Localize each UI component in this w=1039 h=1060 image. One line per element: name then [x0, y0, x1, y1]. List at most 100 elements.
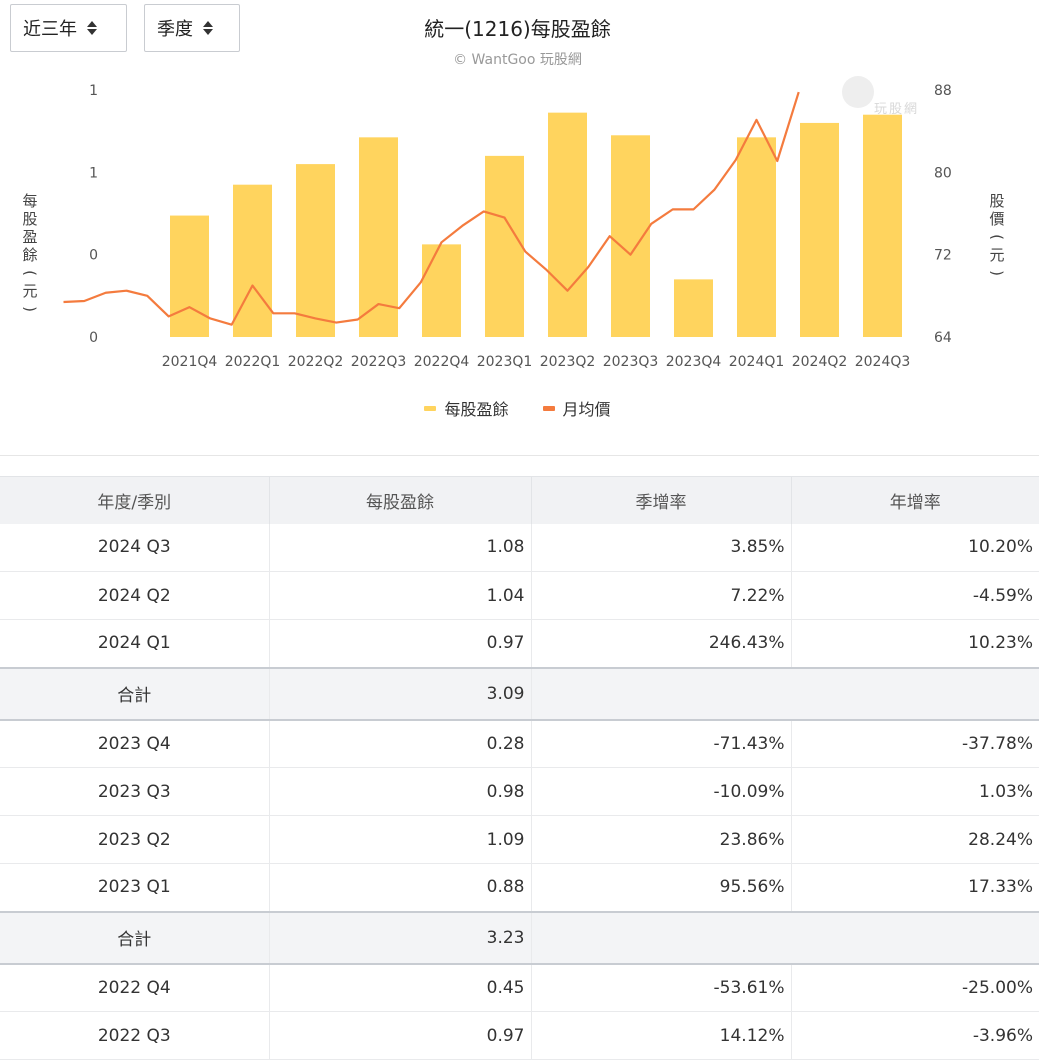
- x-axis-tick: 2024Q1: [729, 354, 785, 370]
- sort-arrows-icon: [87, 21, 97, 35]
- cell-eps: 0.88: [269, 863, 532, 912]
- cell-period: 2023 Q3: [0, 767, 270, 816]
- cell-qoq: [531, 666, 791, 721]
- x-axis-tick: 2022Q1: [225, 354, 281, 370]
- table-row: 2023 Q2 1.09 23.86% 28.24%: [0, 815, 1039, 864]
- table-header-row: 年度/季別 每股盈餘 季增率 年增率: [0, 476, 1039, 524]
- legend-price-label: 月均價: [562, 400, 611, 419]
- x-axis-tick: 2024Q2: [792, 354, 848, 370]
- cell-period: 2023 Q1: [0, 863, 270, 912]
- left-axis-title: 元: [22, 282, 37, 300]
- cell-period: 2023 Q2: [0, 815, 270, 864]
- cell-period: 合計: [0, 666, 270, 721]
- right-axis-tick: 88: [934, 83, 952, 99]
- watermark-text: 玩股網: [874, 102, 919, 117]
- cell-eps: 0.45: [269, 963, 532, 1012]
- cell-qoq: -10.09%: [531, 767, 792, 816]
- right-axis-tick: 64: [934, 330, 952, 346]
- eps-bar: [233, 184, 272, 337]
- x-axis-tick: 2022Q2: [288, 354, 344, 370]
- eps-swatch-icon: [424, 405, 437, 411]
- cell-eps: 0.97: [269, 619, 532, 668]
- left-axis-title: ): [21, 306, 39, 312]
- right-axis-tick: 72: [934, 248, 952, 264]
- eps-bar: [737, 137, 776, 337]
- cell-yoy: 28.24%: [791, 815, 1039, 864]
- eps-bar: [422, 244, 461, 337]
- right-axis-title: 元: [989, 246, 1004, 264]
- x-axis-tick: 2024Q3: [855, 354, 911, 370]
- cell-yoy: [791, 910, 1039, 965]
- cell-qoq: 14.12%: [531, 1011, 792, 1060]
- price-swatch-icon: [542, 405, 555, 411]
- table-row: 2023 Q4 0.28 -71.43% -37.78%: [0, 719, 1039, 768]
- chart-legend: 每股盈餘 月均價: [0, 396, 1035, 420]
- cell-eps: 0.28: [269, 719, 532, 768]
- table-row: 2024 Q3 1.08 3.85% 10.20%: [0, 523, 1039, 572]
- period-select-label: 季度: [157, 19, 193, 40]
- table-row: 2022 Q3 0.97 14.12% -3.96%: [0, 1011, 1039, 1060]
- eps-bar: [548, 112, 587, 338]
- cell-eps: 1.09: [269, 815, 532, 864]
- x-axis-tick: 2021Q4: [162, 354, 218, 370]
- header-eps: 每股盈餘: [269, 476, 532, 524]
- cell-eps: 0.97: [269, 1011, 532, 1060]
- right-axis-title: 價: [989, 210, 1004, 228]
- eps-bar: [674, 279, 713, 337]
- cell-eps: 3.23: [269, 910, 532, 965]
- cell-period: 合計: [0, 910, 270, 965]
- section-divider: [0, 455, 1039, 456]
- period-select[interactable]: 季度: [144, 4, 240, 52]
- cell-qoq: 23.86%: [531, 815, 792, 864]
- x-axis-tick: 2023Q3: [603, 354, 659, 370]
- price-line: [63, 91, 800, 326]
- cell-qoq: 246.43%: [531, 619, 792, 668]
- table-row: 2024 Q1 0.97 246.43% 10.23%: [0, 619, 1039, 668]
- eps-bar: [296, 164, 335, 337]
- range-select-label: 近三年: [23, 19, 77, 40]
- cell-yoy: -4.59%: [791, 571, 1039, 620]
- sort-arrows-icon: [203, 21, 213, 35]
- left-axis-title: 股: [22, 210, 37, 228]
- left-axis-tick: 1: [89, 83, 98, 99]
- cell-yoy: 17.33%: [791, 863, 1039, 912]
- eps-table: 年度/季別 每股盈餘 季增率 年增率 2024 Q3 1.08 3.85% 10.20…: [0, 476, 1039, 1060]
- chart-section: 近三年 季度 統一(1216)每股盈餘 © WantGoo 玩股網 0 0 1 1 64…: [0, 0, 1039, 455]
- left-axis-title: 盈: [22, 228, 37, 246]
- table-row: 2024 Q2 1.04 7.22% -4.59%: [0, 571, 1039, 620]
- legend-item-price[interactable]: 月均價: [542, 396, 611, 420]
- x-axis-tick: 2023Q1: [477, 354, 533, 370]
- legend-eps-label: 每股盈餘: [444, 400, 509, 419]
- cell-yoy: 10.23%: [791, 619, 1039, 668]
- range-select[interactable]: 近三年: [10, 4, 127, 52]
- left-axis-tick: 1: [89, 165, 98, 181]
- eps-bar: [170, 215, 209, 337]
- left-axis-title: (: [21, 270, 39, 276]
- cell-yoy: [791, 666, 1039, 721]
- table-row: 2022 Q4 0.45 -53.61% -25.00%: [0, 963, 1039, 1012]
- left-axis-tick: 0: [89, 248, 98, 264]
- header-period: 年度/季別: [0, 476, 270, 524]
- cell-qoq: 3.85%: [531, 523, 792, 572]
- cell-yoy: -25.00%: [791, 963, 1039, 1012]
- cell-eps: 1.08: [269, 523, 532, 572]
- right-axis-title: 股: [989, 192, 1004, 210]
- chart-title: 統一(1216)每股盈餘: [424, 17, 611, 41]
- cell-qoq: -53.61%: [531, 963, 792, 1012]
- header-qoq: 季增率: [531, 476, 792, 524]
- x-axis-tick: 2022Q4: [414, 354, 470, 370]
- table-row: 2023 Q3 0.98 -10.09% 1.03%: [0, 767, 1039, 816]
- legend-item-eps[interactable]: 每股盈餘: [424, 396, 509, 420]
- cell-eps: 3.09: [269, 666, 532, 721]
- right-axis-title: ): [988, 270, 1006, 276]
- cell-yoy: -37.78%: [791, 719, 1039, 768]
- x-axis-tick: 2022Q3: [351, 354, 407, 370]
- left-axis-tick: 0: [89, 330, 98, 346]
- cell-qoq: 7.22%: [531, 571, 792, 620]
- watermark-bull-icon: [842, 76, 874, 108]
- cell-period: 2024 Q2: [0, 571, 270, 620]
- cell-period: 2024 Q1: [0, 619, 270, 668]
- table-row-total: 合計 3.23: [0, 910, 1039, 965]
- cell-eps: 1.04: [269, 571, 532, 620]
